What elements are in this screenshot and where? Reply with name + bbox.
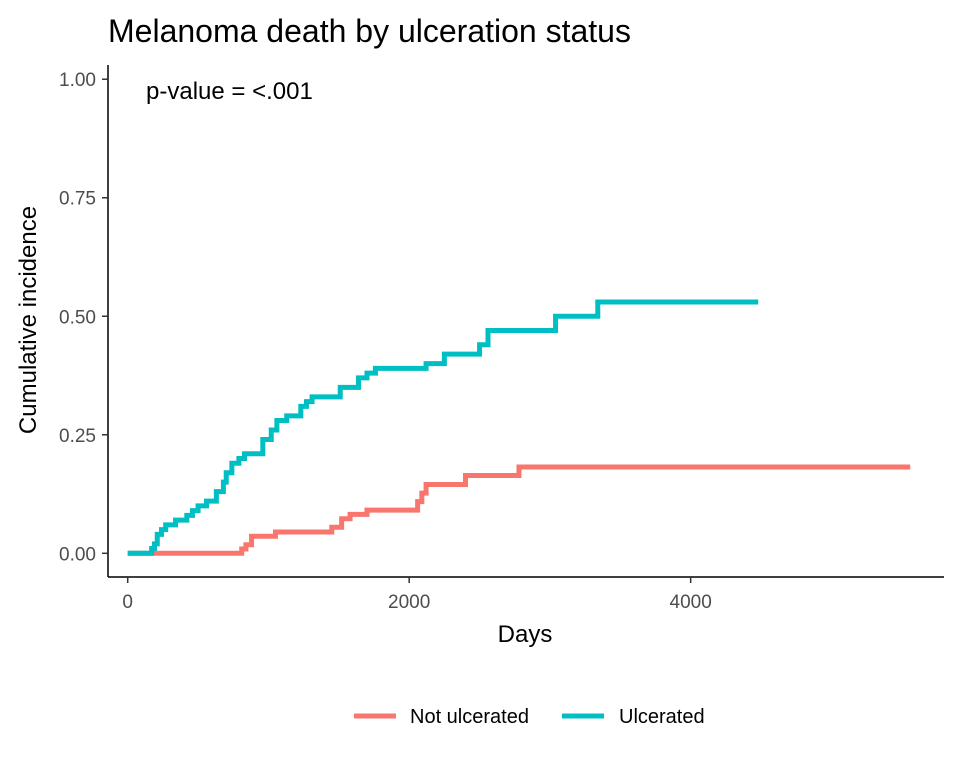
legend-label-not-ulcerated: Not ulcerated bbox=[410, 706, 529, 728]
series-line-not-ulcerated bbox=[127, 464, 911, 556]
series-line-ulcerated bbox=[127, 299, 759, 556]
y-axis-title: Cumulative incidence bbox=[15, 206, 42, 434]
y-tick-label: 1.00 bbox=[59, 70, 96, 91]
y-tick-label: 0.75 bbox=[59, 189, 96, 210]
plot-area: 0.00 0.25 0.50 0.75 1.00 0 2000 4000 p-value =… bbox=[59, 65, 944, 613]
y-tick-label: 0.00 bbox=[59, 544, 96, 565]
x-tick-label: 0 bbox=[122, 592, 133, 613]
p-value-annotation: p-value = <.001 bbox=[146, 78, 313, 105]
y-tick-label: 0.50 bbox=[59, 307, 96, 328]
x-tick-label: 2000 bbox=[388, 592, 430, 613]
legend-label-ulcerated: Ulcerated bbox=[619, 706, 705, 728]
y-tick-label: 0.25 bbox=[59, 426, 96, 447]
series-layer bbox=[127, 299, 911, 556]
x-axis-ticks: 0 2000 4000 bbox=[122, 577, 712, 613]
legend: Not ulcerated Ulcerated bbox=[354, 706, 705, 728]
x-tick-label: 4000 bbox=[670, 592, 712, 613]
y-axis-ticks: 0.00 0.25 0.50 0.75 1.00 bbox=[59, 70, 108, 565]
x-axis-title: Days bbox=[498, 621, 553, 648]
chart-title: Melanoma death by ulceration status bbox=[108, 13, 631, 49]
